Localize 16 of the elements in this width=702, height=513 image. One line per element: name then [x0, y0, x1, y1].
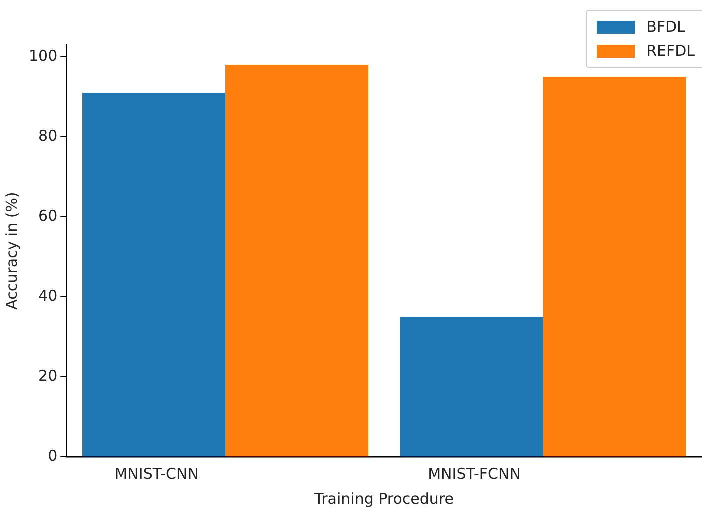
y-tick-label: 60 — [38, 206, 58, 225]
x-tick-label: MNIST-FCNN — [428, 464, 521, 483]
x-axis-title: Training Procedure — [314, 490, 454, 508]
y-tick-label: 20 — [38, 366, 58, 385]
legend-label: BFDL — [646, 18, 686, 36]
bar — [543, 77, 686, 456]
y-tick-label: 0 — [48, 446, 58, 465]
legend-label: REFDL — [646, 42, 695, 60]
y-tick-label: 40 — [38, 286, 58, 305]
y-axis-title: Accuracy in (%) — [2, 192, 21, 310]
bar — [225, 65, 368, 456]
y-tick-label: 80 — [38, 126, 58, 145]
x-tick-label: MNIST-CNN — [114, 464, 199, 483]
bar — [400, 317, 544, 456]
y-tick-label: 100 — [28, 46, 58, 65]
bar — [82, 93, 226, 456]
